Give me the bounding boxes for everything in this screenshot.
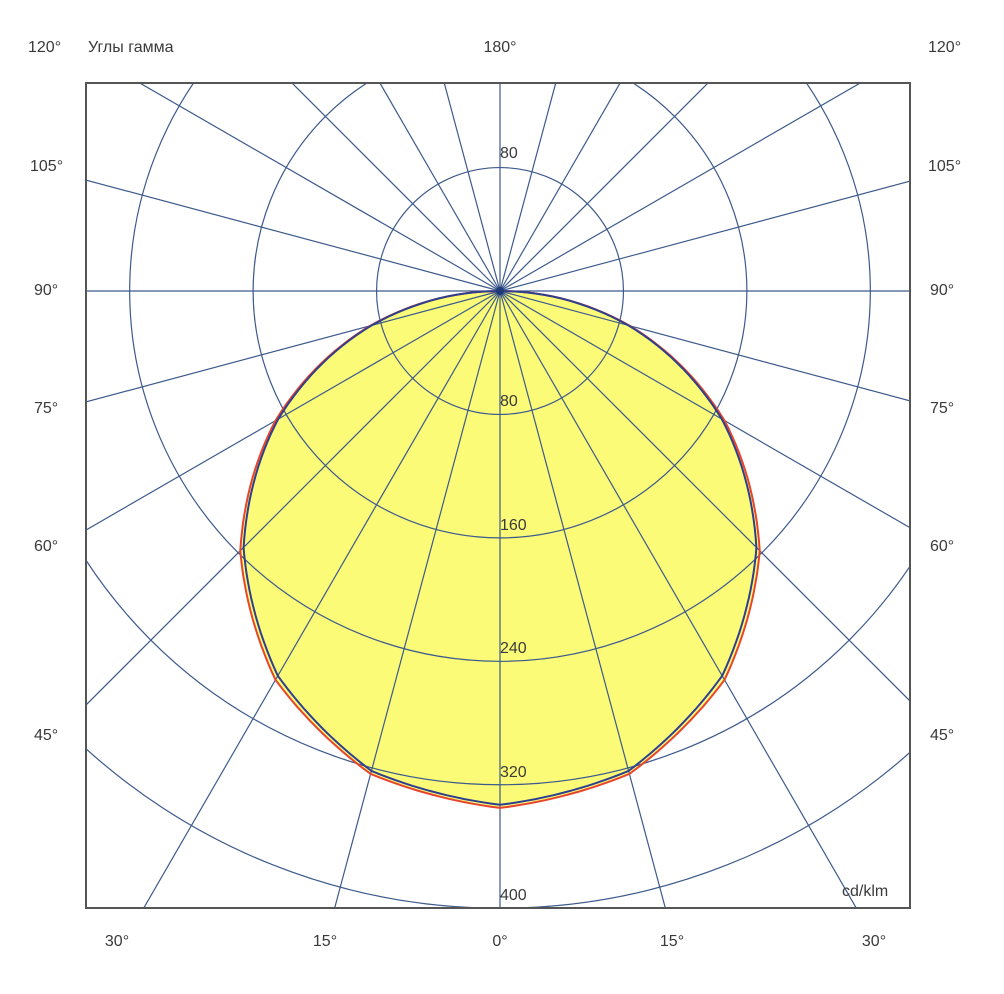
angle-label-bottom: 0° [492,933,508,950]
angle-label-right: 75° [930,400,955,417]
ring-label: 160 [500,517,527,534]
ring-label: 400 [500,887,527,904]
angle-label-bottom: 15° [659,933,685,950]
grid-spoke [291,83,501,292]
grid-spoke [499,290,666,908]
grid-spoke [443,83,501,292]
grid-spoke [499,290,857,908]
grid-spoke [499,83,557,292]
angle-label-right: 45° [930,727,955,744]
center-dot [496,287,504,295]
grid-spoke [86,290,501,403]
ring-label: 80 [500,393,518,410]
ring-label: 80 [500,145,518,162]
grid-spoke [499,83,709,292]
intensity-curve-c90-c270 [242,289,758,806]
ring-label: 240 [500,640,527,657]
angle-label-right: 60° [930,538,955,555]
angle-label-left: 60° [34,538,59,555]
angle-label-top-center: 180° [483,39,517,56]
unit-label: cd/klm [842,883,889,900]
grid-spoke [499,83,862,292]
intensity-curve-c0-c180 [239,289,761,809]
chart-title: Углы гамма [88,39,174,56]
grid-spoke [379,83,501,292]
grid-spoke [499,290,910,402]
grid-spoke [86,179,501,292]
angle-label-top-right: 120° [928,39,962,56]
grid-spoke [499,290,910,529]
grid-spoke [86,290,501,706]
angle-label-top-left: 120° [28,39,62,56]
angle-label-bottom: 30° [104,933,130,950]
angle-label-bottom: 30° [861,933,887,950]
angle-label-left: 105° [30,158,64,175]
grid-spoke [499,290,910,702]
intensity-curves [239,289,761,809]
plot-frame [85,82,911,909]
grid-spoke [334,290,501,908]
grid-spoke [138,83,501,292]
angle-label-right: 90° [930,282,955,299]
ring-label: 320 [500,764,527,781]
grid-spoke [143,290,501,908]
angle-label-bottom: 15° [312,933,338,950]
grid-spoke [86,290,501,531]
angle-label-left: 45° [34,727,59,744]
angle-label-left: 90° [34,282,59,299]
angle-label-right: 105° [928,158,962,175]
grid-spoke [499,180,910,292]
angle-label-left: 75° [34,400,59,417]
grid-spoke [499,83,621,292]
